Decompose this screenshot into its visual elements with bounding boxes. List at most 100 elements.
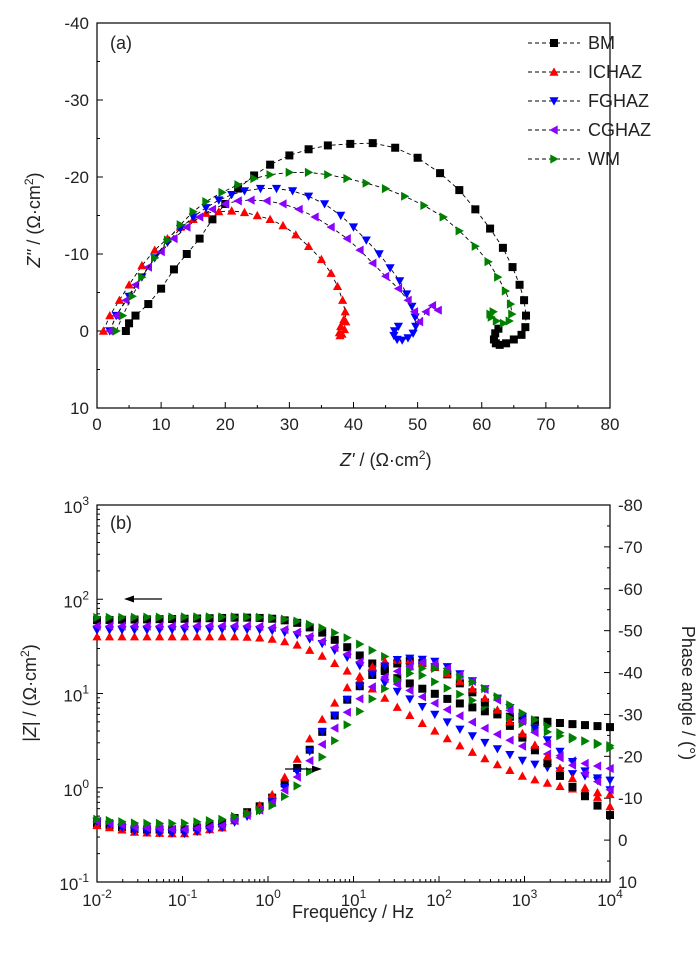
legend-marker xyxy=(549,67,559,76)
data-point xyxy=(285,167,294,177)
data-point xyxy=(239,187,250,196)
x-tick-label: 100 xyxy=(255,887,281,910)
data-point xyxy=(480,738,490,748)
data-point xyxy=(281,614,290,624)
data-point xyxy=(130,818,140,828)
data-point xyxy=(208,215,217,224)
data-point xyxy=(508,309,517,319)
bode-left-y-axis-label: |Z| / (Ω·cm2) xyxy=(18,644,40,742)
data-point xyxy=(318,752,327,762)
impedance-series-ichaz xyxy=(92,632,615,799)
data-point xyxy=(267,622,276,633)
data-point xyxy=(330,698,340,707)
data-point xyxy=(218,187,227,197)
data-point xyxy=(202,197,211,207)
data-point xyxy=(430,689,439,698)
bode-plot-frame xyxy=(96,504,611,883)
data-point xyxy=(491,329,500,338)
x-tick-label: 104 xyxy=(597,887,623,910)
data-point xyxy=(306,619,315,629)
data-point xyxy=(129,621,139,631)
data-point xyxy=(242,621,251,631)
data-point xyxy=(205,612,215,622)
data-point xyxy=(456,689,465,699)
data-point xyxy=(480,723,489,733)
data-point xyxy=(555,763,565,772)
phase-series-ichaz xyxy=(92,655,615,838)
data-point xyxy=(180,818,190,828)
data-point xyxy=(405,679,414,688)
data-point xyxy=(367,662,377,671)
impedance-axis-arrow xyxy=(124,595,162,603)
legend-marker xyxy=(549,97,559,106)
data-point xyxy=(567,758,578,767)
data-point xyxy=(130,280,140,290)
bode-right-y-axis-label: Phase angle / (°) xyxy=(678,626,698,760)
data-point xyxy=(406,668,415,678)
data-point xyxy=(580,792,589,801)
data-point xyxy=(355,657,364,667)
data-point xyxy=(517,771,527,780)
data-point xyxy=(480,693,490,702)
data-point xyxy=(189,207,198,217)
right-y-tick-label: -20 xyxy=(618,747,643,766)
data-point xyxy=(293,616,302,626)
data-point xyxy=(124,280,134,289)
data-point xyxy=(294,204,303,214)
data-point xyxy=(142,621,151,631)
series-fit-line xyxy=(102,210,347,337)
data-point xyxy=(167,632,177,641)
data-point xyxy=(395,277,405,286)
data-point xyxy=(242,632,252,641)
data-point xyxy=(405,695,415,704)
bode-data xyxy=(92,612,615,839)
data-point xyxy=(111,311,120,321)
data-point xyxy=(480,754,490,763)
data-point xyxy=(580,721,589,730)
data-point xyxy=(555,751,564,761)
data-point xyxy=(592,761,602,771)
data-point xyxy=(155,612,165,622)
data-point xyxy=(443,683,452,693)
data-point xyxy=(217,632,227,641)
y-tick-label: -40 xyxy=(64,14,89,33)
data-point xyxy=(151,253,160,263)
data-point xyxy=(182,250,191,258)
data-point xyxy=(305,632,314,642)
data-point xyxy=(492,705,502,714)
data-point xyxy=(317,636,326,646)
y-tick-label: 0 xyxy=(80,322,89,341)
data-point xyxy=(543,717,552,726)
data-point xyxy=(409,307,419,317)
data-point xyxy=(505,765,515,774)
data-point xyxy=(192,632,202,641)
data-point xyxy=(367,670,377,679)
data-point xyxy=(484,257,493,267)
data-point xyxy=(250,173,259,184)
data-point xyxy=(265,214,275,223)
data-point xyxy=(292,627,301,637)
data-point xyxy=(217,621,226,631)
data-point xyxy=(342,707,351,717)
data-point xyxy=(192,621,201,631)
data-point xyxy=(142,632,152,641)
data-point xyxy=(480,707,489,716)
data-point xyxy=(411,322,421,331)
data-point xyxy=(214,207,224,216)
data-point xyxy=(234,184,243,193)
data-point xyxy=(518,733,527,742)
data-point xyxy=(218,612,227,622)
data-point xyxy=(606,743,615,753)
data-point xyxy=(167,824,176,834)
data-point xyxy=(105,815,115,826)
data-point xyxy=(531,715,540,725)
data-point xyxy=(593,722,602,731)
data-point xyxy=(266,170,275,180)
data-point xyxy=(214,196,224,205)
data-point xyxy=(280,624,289,635)
data-point xyxy=(105,615,114,624)
left-y-tick-label: 102 xyxy=(63,588,89,611)
